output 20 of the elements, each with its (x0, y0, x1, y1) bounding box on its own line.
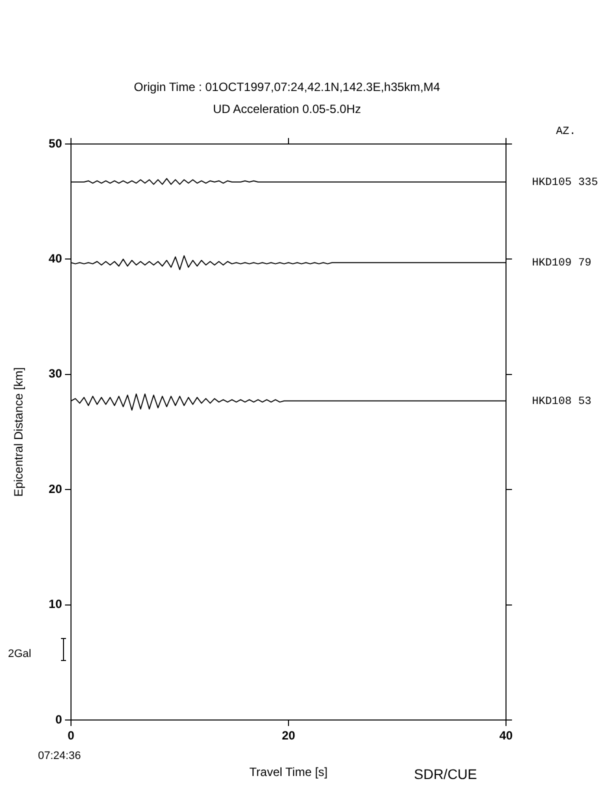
x-tick-label: 40 (499, 728, 513, 743)
x-tick-label: 0 (68, 728, 75, 743)
y-tick-label: 40 (48, 252, 62, 266)
y-axis-title: Epicentral Distance [km] (12, 367, 26, 497)
text: 2Gal (8, 648, 32, 660)
x-tick-label: 20 (282, 728, 296, 743)
text: SDR/CUE (414, 766, 478, 782)
y-tick-label: 10 (48, 597, 62, 612)
text: HKD108 53 (532, 396, 592, 408)
y-tick-label: 20 (48, 482, 62, 496)
y-tick-label: 30 (48, 366, 62, 381)
y-tick-label: 50 (48, 136, 62, 150)
text: AZ. (556, 126, 576, 138)
text: 07:24:36 (38, 750, 81, 762)
y-tick-label: 0 (55, 712, 62, 726)
x-axis-title: Travel Time [s] (249, 765, 328, 780)
legend-label: HKD109 79 (532, 258, 592, 270)
chart-subtitle: UD Acceleration 0.05-5.0Hz (212, 102, 362, 116)
chart-title: Origin Time : 01OCT1997,07:24,42.1N,142.3E,h35km,M4 (132, 80, 442, 94)
text: HKD105 335 (532, 176, 598, 189)
